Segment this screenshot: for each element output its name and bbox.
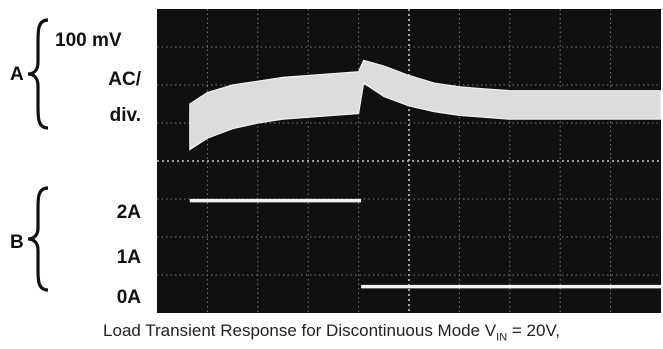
- channel-a-label: A: [10, 64, 24, 85]
- channel-a-brace: [27, 18, 49, 130]
- caption-subscript: IN: [496, 331, 508, 344]
- channel-b-level-2a: 2A: [116, 202, 141, 223]
- channel-b-label: B: [10, 232, 24, 253]
- figure-caption: Load Transient Response for Discontinuou…: [0, 321, 663, 343]
- channel-b-brace: [27, 186, 49, 292]
- channel-a-scale-line3: div.: [109, 105, 141, 126]
- caption-suffix: = 20V,: [507, 321, 560, 340]
- traces: [189, 59, 662, 289]
- channel-b-level-0a: 0A: [116, 287, 141, 308]
- channel-a-scale-line1: 100 mV: [55, 30, 122, 51]
- channel-a-trace: [189, 59, 662, 151]
- caption-prefix: Load Transient Response for Discontinuou…: [103, 321, 497, 340]
- channel-b-level-1a: 1A: [116, 247, 141, 268]
- channel-a-scale-line2: AC/: [108, 69, 141, 90]
